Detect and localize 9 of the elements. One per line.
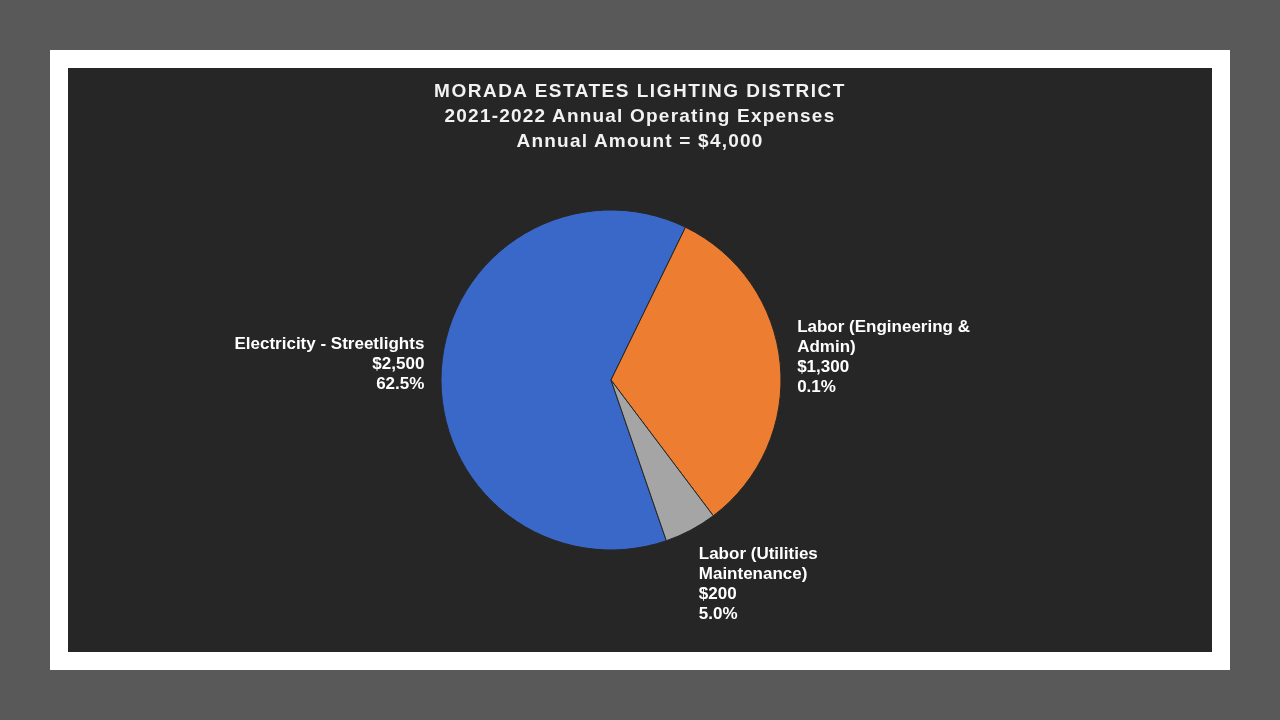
slice-label: Electricity - Streetlights [234,333,425,353]
chart-title: MORADA ESTATES LIGHTING DISTRICT [434,80,846,101]
chart-subtitle: 2021-2022 Annual Operating Expenses [444,105,836,126]
text: Annual Amount = $4,000 [516,130,764,151]
slice-label: Labor (Engineering & Admin) [797,317,970,357]
data-label: $2,500 62.5% [372,353,425,393]
data-label: $1,300 0.1% [797,357,850,397]
slice-label: Labor (Utilities Maintenance) [698,544,818,584]
data-label: $200 5.0% [698,584,738,624]
